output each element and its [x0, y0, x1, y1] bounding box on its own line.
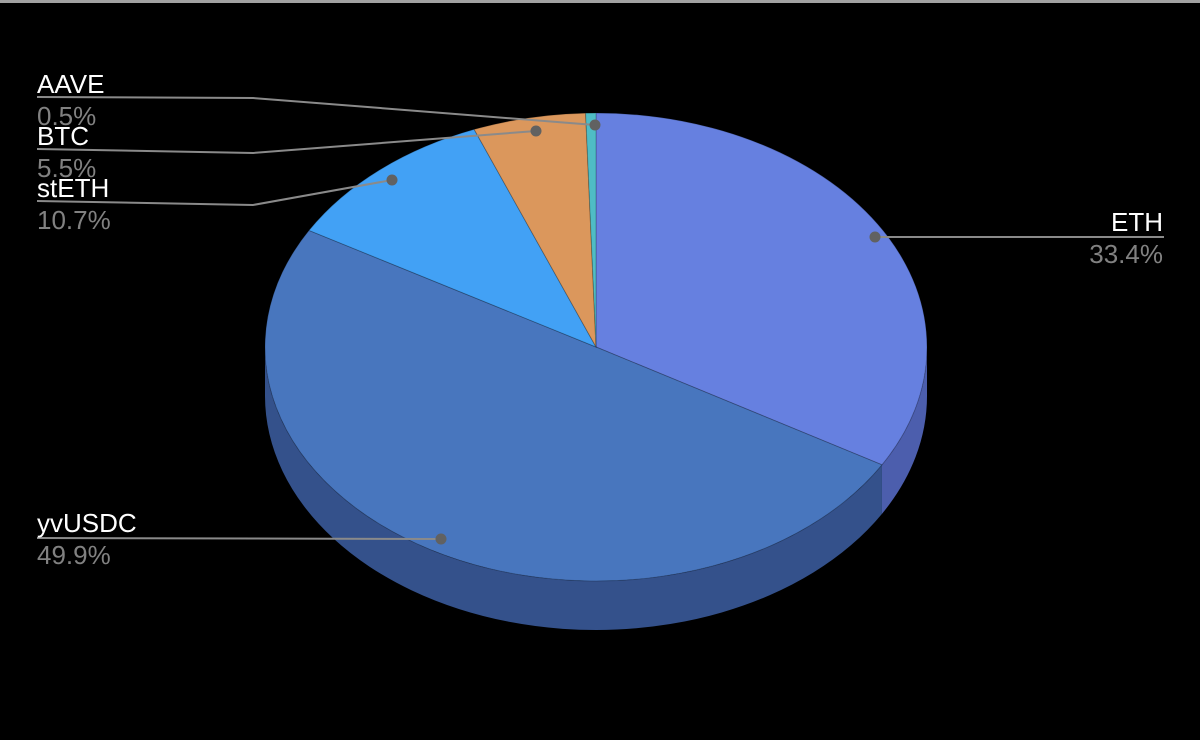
- leader-line-aave: [36, 96, 596, 126]
- slice-percent-steth: 10.7%: [37, 205, 111, 235]
- callout-steth: stETH 10.7%: [37, 175, 111, 233]
- slice-percent-eth: 33.4%: [1089, 239, 1163, 269]
- leader-dot-yvusdc: [435, 533, 447, 545]
- slice-percent-btc: 5.5%: [37, 153, 97, 183]
- slice-label-btc: BTC: [37, 121, 89, 151]
- slice-label-aave: AAVE: [37, 69, 105, 99]
- leader-line-btc: [36, 130, 537, 155]
- leader-line-steth: [36, 179, 393, 207]
- slice-percent-yvusdc: 49.9%: [37, 540, 111, 570]
- slice-label-steth: stETH: [37, 173, 110, 203]
- pie-slice-btc[interactable]: [473, 112, 597, 348]
- pie-slice-steth[interactable]: [308, 128, 598, 348]
- callout-eth: ETH 33.4%: [1089, 209, 1163, 267]
- leader-line-yvusdc: [36, 537, 442, 540]
- slice-label-yvusdc: yvUSDC: [37, 508, 137, 538]
- pie-slice-yvusdc[interactable]: [264, 229, 883, 582]
- pie-slice-aave[interactable]: [585, 112, 597, 348]
- callout-yvusdc: yvUSDC 49.9%: [37, 510, 137, 568]
- slice-label-eth: ETH: [1111, 207, 1163, 237]
- pie-slice-eth[interactable]: [595, 112, 928, 466]
- leader-dot-aave: [589, 119, 601, 131]
- pie-slice-side-eth[interactable]: [881, 347, 927, 514]
- callout-btc: BTC 5.5%: [37, 123, 96, 181]
- leader-dot-steth: [386, 174, 398, 186]
- slice-percent-aave: 0.5%: [37, 101, 97, 131]
- callout-aave: AAVE 0.5%: [37, 71, 104, 129]
- leader-dot-eth: [869, 231, 881, 243]
- window-top-edge: [0, 0, 1200, 3]
- pie-slice-side-yvusdc[interactable]: [265, 347, 882, 631]
- leader-dot-btc: [530, 125, 542, 137]
